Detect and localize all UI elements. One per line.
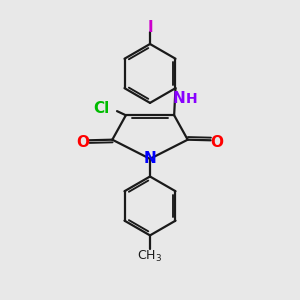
Text: H: H <box>186 92 197 106</box>
Text: N: N <box>144 151 156 166</box>
Text: I: I <box>147 20 153 35</box>
Text: Cl: Cl <box>94 101 110 116</box>
Text: O: O <box>76 135 89 150</box>
Text: N: N <box>173 91 186 106</box>
Text: O: O <box>211 135 224 150</box>
Text: CH$_3$: CH$_3$ <box>137 249 163 264</box>
